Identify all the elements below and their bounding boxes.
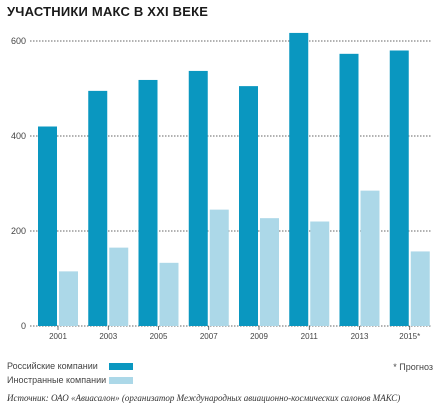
y-tick-label-400: 400 (11, 131, 26, 141)
legend-item-russian: Российские компании (7, 359, 133, 373)
bar-russian-2015 (389, 50, 409, 326)
bar-foreign-2015 (410, 251, 430, 326)
legend-label-russian: Российские компании (7, 361, 98, 371)
legend-label-foreign: Иностранные компании (7, 375, 107, 385)
legend-swatch-foreign (109, 376, 133, 384)
y-tick-label-0: 0 (21, 321, 26, 331)
x-tick-label-2013: 2013 (351, 332, 369, 341)
bar-foreign-2007 (209, 209, 229, 326)
bar-russian-2011 (289, 32, 309, 327)
forecast-note: * Прогноз (393, 362, 433, 372)
bar-foreign-2009 (260, 218, 279, 326)
bar-russian-2005 (138, 79, 158, 326)
bar-russian-2013 (339, 53, 359, 326)
bar-foreign-2003 (109, 247, 129, 326)
x-tick-label-2001: 2001 (49, 332, 67, 341)
y-tick-label-600: 600 (11, 36, 26, 46)
legend-item-foreign: Иностранные компании (7, 373, 133, 387)
x-tick-label-2007: 2007 (200, 332, 218, 341)
legend-swatch-russian (109, 362, 133, 370)
x-tick-label-2015: 2015* (399, 332, 420, 341)
legend: Российские компании Иностранные компании (7, 359, 133, 387)
bar-russian-2009 (239, 86, 258, 326)
bar-russian-2007 (188, 70, 208, 326)
x-tick-label-2009: 2009 (250, 332, 268, 341)
bar-foreign-2001 (59, 271, 78, 326)
bar-foreign-2005 (159, 262, 179, 326)
source-note: Источник: ОАО «Авиасалон» (организатор М… (7, 393, 401, 403)
y-tick-label-200: 200 (11, 226, 26, 236)
bar-russian-2001 (38, 126, 57, 326)
x-tick-label-2003: 2003 (99, 332, 117, 341)
x-tick-label-2011: 2011 (301, 332, 319, 341)
chart-title: УЧАСТНИКИ МАКС В XXI ВЕКЕ (7, 4, 209, 19)
bar-foreign-2011 (310, 221, 330, 326)
bar-foreign-2013 (360, 190, 380, 326)
bar-russian-2003 (88, 90, 108, 326)
x-tick-label-2005: 2005 (150, 332, 168, 341)
bar-chart: 0 200 400 600 2001 2003 2005 2007 2009 2011 2013 20… (11, 32, 432, 341)
